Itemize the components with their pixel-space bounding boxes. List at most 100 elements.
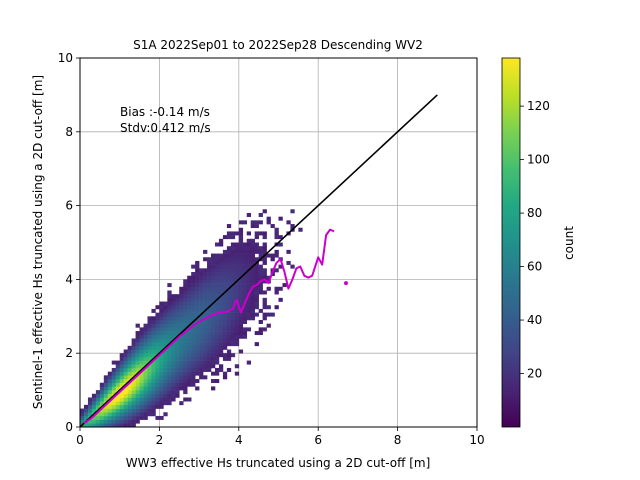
heatmap-cell (167, 297, 172, 302)
heatmap-cell (115, 408, 120, 413)
heatmap-cell (226, 283, 232, 288)
heatmap-cell (214, 290, 220, 295)
heatmap-cell (151, 393, 156, 398)
heatmap-cell (123, 356, 128, 361)
heatmap-cell (147, 338, 152, 343)
heatmap-cell (99, 386, 105, 391)
heatmap-cell (95, 393, 101, 398)
heatmap-cell (179, 323, 184, 328)
heatmap-cell (131, 382, 136, 387)
heatmap-cell (207, 268, 212, 273)
heatmap-cell (250, 286, 255, 291)
heatmap-cell (155, 390, 160, 395)
heatmap-cell (234, 272, 240, 277)
heatmap-cell (222, 356, 228, 361)
heatmap-cell (246, 316, 252, 321)
heatmap-cell (167, 331, 172, 336)
heatmap-cell (211, 349, 216, 354)
heatmap-cell (103, 412, 109, 417)
heatmap-cell (262, 242, 267, 247)
heatmap-cell (207, 316, 212, 321)
heatmap-cell (155, 379, 160, 384)
heatmap-cell (242, 316, 248, 321)
heatmap-cell (254, 249, 259, 254)
heatmap-cell (123, 408, 128, 413)
heatmap-cell (191, 283, 196, 288)
heatmap-cell (238, 290, 244, 295)
heatmap-cell (91, 419, 97, 424)
heatmap-cell (187, 334, 192, 339)
heatmap-cell (131, 390, 136, 395)
heatmap-cell (123, 412, 128, 417)
heatmap-cell (278, 297, 283, 302)
heatmap-cell (127, 375, 132, 380)
heatmap-cell (191, 331, 196, 336)
heatmap-cell (151, 371, 156, 376)
heatmap-cell (143, 379, 148, 384)
heatmap-cell (222, 327, 228, 332)
heatmap-cell (119, 408, 124, 413)
heatmap-cell (218, 338, 224, 343)
heatmap-cell (151, 345, 156, 350)
heatmap-cell (147, 375, 152, 380)
heatmap-cell (199, 308, 204, 313)
heatmap-cells (80, 209, 303, 427)
heatmap-cell (226, 327, 232, 332)
heatmap-cell (80, 412, 85, 417)
heatmap-cell (254, 294, 259, 299)
heatmap-cell (183, 316, 188, 321)
heatmap-cell (230, 290, 236, 295)
heatmap-cell (234, 364, 240, 369)
heatmap-cell (207, 308, 212, 313)
heatmap-cell (207, 334, 212, 339)
heatmap-cell (143, 331, 148, 336)
heatmap-cell (175, 379, 180, 384)
heatmap-cell (207, 338, 212, 343)
heatmap-cell (203, 301, 208, 306)
plot-frame (79, 57, 478, 428)
heatmap-cell (163, 367, 168, 372)
heatmap-cell (151, 375, 156, 380)
heatmap-cell (218, 353, 224, 358)
heatmap-cell (195, 323, 200, 328)
heatmap-cell (234, 338, 240, 343)
heatmap-cell (234, 319, 240, 324)
heatmap-cell (274, 253, 279, 258)
heatmap-cell (163, 316, 168, 321)
heatmap-cell (167, 393, 172, 398)
heatmap-cell (199, 349, 204, 354)
y-tick-label: 10 (58, 51, 73, 65)
heatmap-cell (290, 224, 295, 229)
heatmap-cell (238, 349, 244, 354)
heatmap-cell (123, 353, 128, 358)
heatmap-cell (218, 268, 224, 273)
heatmap-cell (123, 371, 128, 376)
heatmap-cell (139, 338, 144, 343)
heatmap-cell (230, 323, 236, 328)
heatmap-cell (127, 404, 132, 409)
heatmap-cell (119, 364, 124, 369)
heatmap-cell (278, 242, 283, 247)
heatmap-cell (163, 334, 168, 339)
heatmap-cell (167, 401, 172, 406)
heatmap-cell (218, 301, 224, 306)
heatmap-cell (139, 371, 144, 376)
heatmap-cell (155, 393, 160, 398)
heatmap-cell (230, 316, 236, 321)
heatmap-cell (107, 408, 113, 413)
heatmap-cell (218, 275, 224, 280)
heatmap-cell (218, 367, 224, 372)
heatmap-cell (286, 260, 291, 265)
heatmap-cell (183, 360, 188, 365)
heatmap-cell (250, 290, 255, 295)
heatmap-cell (199, 345, 204, 350)
heatmap-cell (171, 393, 176, 398)
heatmap-cell (211, 338, 216, 343)
heatmap-cell (258, 249, 263, 254)
heatmap-cell (99, 415, 105, 420)
heatmap-cell (103, 397, 109, 402)
heatmap-cell (131, 356, 136, 361)
heatmap-cell (222, 260, 228, 265)
heatmap-cell (214, 316, 220, 321)
heatmap-cell (290, 209, 295, 214)
